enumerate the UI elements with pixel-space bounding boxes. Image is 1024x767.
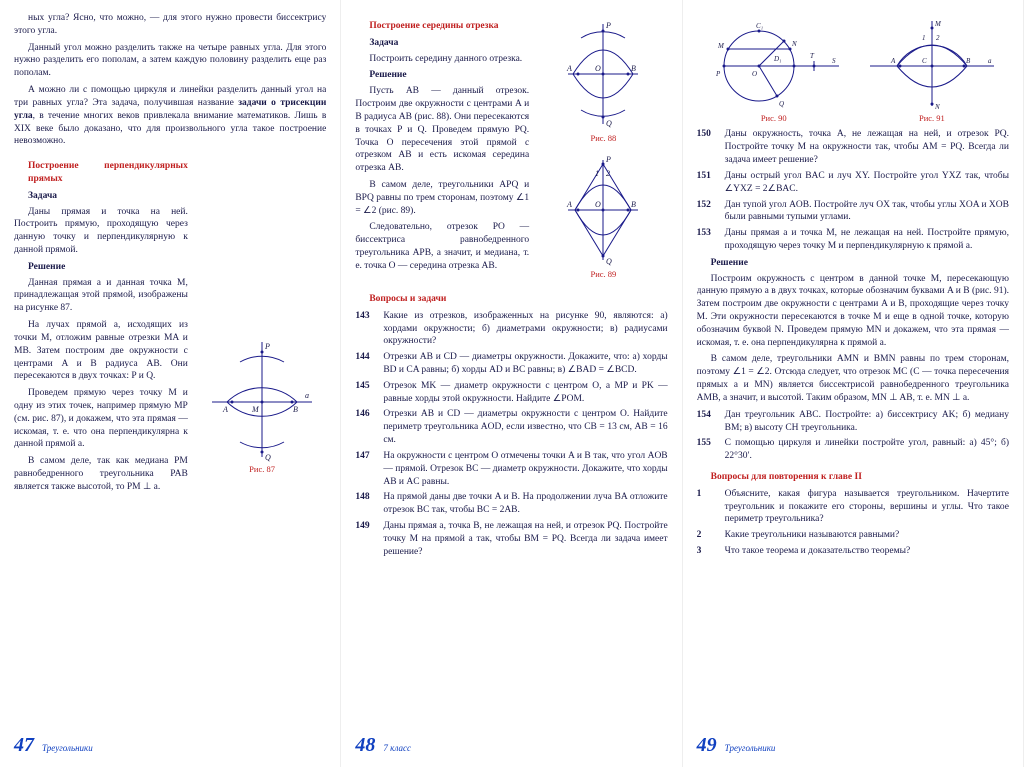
svg-text:a: a bbox=[988, 57, 992, 65]
problem-145: 145Отрезок MK — диаметр окружности с цен… bbox=[355, 380, 667, 406]
figure-88: P A O B Q Рис. 88 bbox=[539, 16, 667, 144]
page-number: 49 bbox=[697, 732, 717, 759]
problem-147: 147На окружности с центром O отмечены то… bbox=[355, 450, 667, 488]
svg-text:P: P bbox=[715, 70, 721, 78]
svg-text:P: P bbox=[264, 342, 270, 351]
svg-text:Q: Q bbox=[265, 453, 271, 462]
page-footer: 49 Треугольники bbox=[697, 726, 1009, 759]
svg-text:O: O bbox=[595, 200, 601, 209]
problem-143: 143Какие из отрезков, изображенных на ри… bbox=[355, 310, 667, 348]
para: ных угла? Ясно, что можно, — для этого н… bbox=[14, 12, 326, 38]
para: В самом деле, так как медиана PM равнобе… bbox=[14, 455, 188, 493]
svg-text:B: B bbox=[966, 57, 971, 65]
svg-text:N: N bbox=[791, 40, 797, 48]
fig-caption: Рис. 88 bbox=[539, 133, 667, 144]
svg-text:A: A bbox=[566, 200, 572, 209]
svg-text:S: S bbox=[832, 57, 836, 65]
svg-text:A: A bbox=[566, 64, 572, 73]
svg-text:O: O bbox=[595, 64, 601, 73]
figure-87: P A M B a Q Рис. 87 bbox=[198, 332, 326, 475]
problem-144: 144Отрезки AB и CD — диаметры окружности… bbox=[355, 351, 667, 377]
svg-text:P: P bbox=[605, 21, 611, 30]
review-3: 3Что такое теорема и доказательство теор… bbox=[697, 545, 1009, 558]
para: Проведем прямую через точку M и одну из … bbox=[14, 387, 188, 451]
para: На лучах прямой a, исходящих из точки M,… bbox=[14, 319, 188, 383]
problem-150: 150Даны окружность, точка A, не лежащая … bbox=[697, 128, 1009, 166]
section-heading: Вопросы и задачи bbox=[369, 293, 667, 306]
subheading: Решение bbox=[28, 261, 188, 274]
svg-text:T: T bbox=[810, 52, 815, 60]
svg-text:M: M bbox=[934, 20, 942, 28]
para: В самом деле, треугольники AMN и BMN рав… bbox=[697, 353, 1009, 404]
page-footer: 48 7 класс bbox=[355, 726, 667, 759]
problem-146: 146Отрезки AB и CD — диаметры окружности… bbox=[355, 408, 667, 446]
page-number: 48 bbox=[355, 732, 375, 759]
problem-155: 155С помощью циркуля и линейки постройте… bbox=[697, 437, 1009, 463]
svg-text:A: A bbox=[890, 57, 896, 65]
svg-text:D₁: D₁ bbox=[773, 55, 782, 63]
problem-154: 154Дан треугольник ABC. Постройте: а) би… bbox=[697, 409, 1009, 435]
para: Следовательно, отрезок PO — биссектриса … bbox=[355, 221, 529, 272]
problem-153: 153Даны прямая a и точка M, не лежащая н… bbox=[697, 227, 1009, 253]
fig-caption: Рис. 90 bbox=[697, 113, 851, 124]
para: Пусть AB — данный отрезок. Построим две … bbox=[355, 85, 529, 175]
para: Данная прямая a и данная точка M, принад… bbox=[14, 277, 188, 315]
fig-caption: Рис. 91 bbox=[855, 113, 1009, 124]
svg-text:M: M bbox=[717, 42, 725, 50]
svg-text:2: 2 bbox=[606, 169, 610, 178]
svg-text:N: N bbox=[934, 103, 940, 111]
svg-text:Q: Q bbox=[606, 119, 612, 128]
para: Данный угол можно разделить также на чет… bbox=[14, 42, 326, 80]
subheading: Задача bbox=[28, 190, 188, 203]
section-heading: Построение середины отрезка bbox=[369, 20, 529, 33]
figure-91: M A C Ba N 1 2 Рис. 91 bbox=[855, 16, 1009, 124]
svg-text:C₁: C₁ bbox=[756, 22, 763, 30]
fig-caption: Рис. 87 bbox=[198, 464, 326, 475]
para: А можно ли с помощью циркуля и линейки р… bbox=[14, 84, 326, 148]
svg-text:2: 2 bbox=[936, 34, 940, 42]
page-48: Построение середины отрезка Задача Постр… bbox=[341, 0, 682, 767]
svg-text:A: A bbox=[222, 405, 228, 414]
svg-text:B: B bbox=[293, 405, 298, 414]
problem-148: 148На прямой даны две точки A и B. На пр… bbox=[355, 491, 667, 517]
subheading: Решение bbox=[711, 257, 1009, 270]
problem-149: 149Даны прямая a, точка B, не лежащая на… bbox=[355, 520, 667, 558]
subheading: Задача bbox=[369, 37, 529, 50]
svg-text:a: a bbox=[305, 391, 309, 400]
svg-text:M: M bbox=[251, 405, 260, 414]
svg-text:O: O bbox=[752, 70, 757, 78]
svg-text:B: B bbox=[631, 64, 636, 73]
page-footer: 47 Треугольники bbox=[14, 726, 326, 759]
problem-152: 152Дан тупой угол AOB. Постройте луч OX … bbox=[697, 199, 1009, 225]
footer-text: Треугольники bbox=[725, 742, 776, 754]
svg-text:1: 1 bbox=[595, 169, 599, 178]
footer-text: Треугольники bbox=[42, 742, 93, 754]
footer-text: 7 класс bbox=[383, 742, 411, 754]
svg-text:C: C bbox=[922, 57, 927, 65]
section-heading: Вопросы для повторения к главе II bbox=[711, 471, 1009, 484]
page-47: ных угла? Ясно, что можно, — для этого н… bbox=[0, 0, 341, 767]
svg-text:1: 1 bbox=[922, 34, 926, 42]
figure-90: M C₁ N P O D₁ T S Q Рис. 90 bbox=[697, 16, 851, 124]
para: В самом деле, треугольники APQ и BPQ рав… bbox=[355, 179, 529, 217]
subheading: Решение bbox=[369, 69, 529, 82]
para: Даны прямая и точка на ней. Построить пр… bbox=[14, 206, 188, 257]
para: Построить середину данного отрезка. bbox=[355, 53, 529, 66]
review-2: 2Какие треугольники называются равными? bbox=[697, 529, 1009, 542]
figure-89: P A O B Q 12 Рис. 89 bbox=[539, 152, 667, 280]
svg-text:P: P bbox=[605, 155, 611, 164]
page-number: 47 bbox=[14, 732, 34, 759]
para: Построим окружность с центром в данной т… bbox=[697, 273, 1009, 350]
page-49: M C₁ N P O D₁ T S Q Рис. 90 bbox=[683, 0, 1024, 767]
svg-text:Q: Q bbox=[606, 257, 612, 266]
review-1: 1Объясните, какая фигура называется треу… bbox=[697, 488, 1009, 526]
fig-caption: Рис. 89 bbox=[539, 269, 667, 280]
problem-151: 151Даны острый угол BAC и луч XY. Постро… bbox=[697, 170, 1009, 196]
svg-text:B: B bbox=[631, 200, 636, 209]
section-heading: Построение перпендикулярных прямых bbox=[28, 160, 188, 186]
svg-text:Q: Q bbox=[779, 100, 784, 108]
